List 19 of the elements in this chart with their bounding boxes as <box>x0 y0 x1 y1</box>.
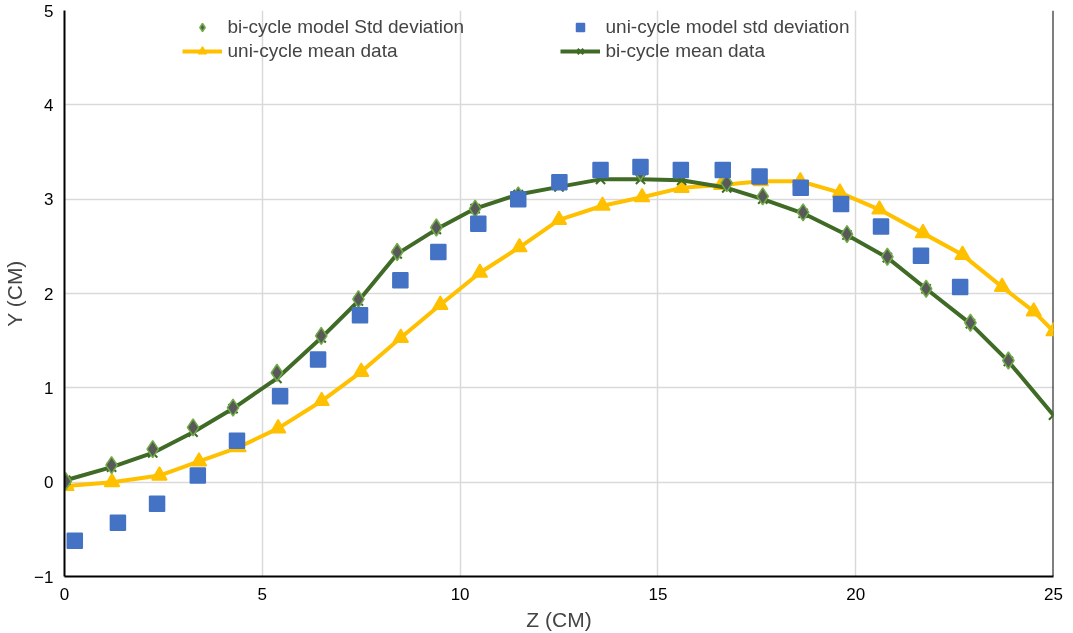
legend-label: uni-cycle model std deviation <box>605 16 851 38</box>
y-tick-label: 1 <box>44 378 54 398</box>
x-tick-label: 25 <box>1044 584 1063 604</box>
x-tick-label: 0 <box>59 584 70 604</box>
y-tick-label: 4 <box>44 95 54 115</box>
x-axis-title: Z (CM) <box>526 607 592 631</box>
legend-label: bi-cycle mean data <box>605 40 766 62</box>
legend-label: uni-cycle mean data <box>227 40 399 62</box>
y-axis-title: Y (CM) <box>3 260 27 327</box>
y-tick-label: 0 <box>44 473 54 493</box>
y-tick-label: 2 <box>44 284 54 304</box>
y-tick-label: 3 <box>44 190 54 210</box>
y-tick-label: −1 <box>34 567 54 587</box>
x-tick-label: 15 <box>648 584 668 604</box>
x-tick-label: 5 <box>257 584 268 604</box>
legend-label: bi-cycle model Std deviation <box>227 16 466 38</box>
y-tick-label: 5 <box>44 1 54 21</box>
x-tick-label: 10 <box>450 584 470 604</box>
x-tick-label: 20 <box>846 584 866 604</box>
